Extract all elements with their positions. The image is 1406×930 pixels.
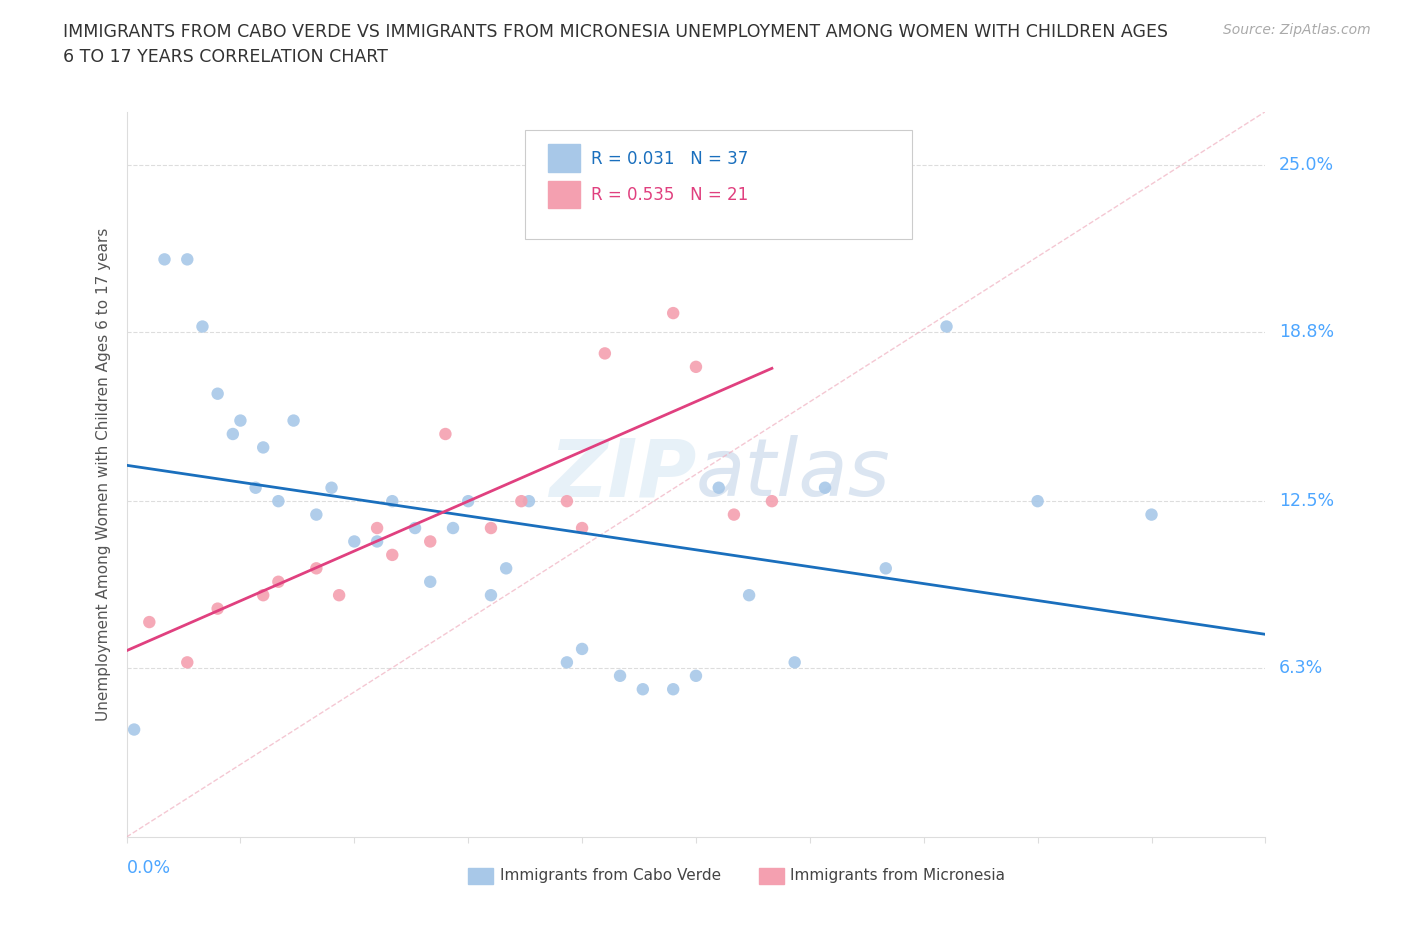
Point [479,521,502,536]
Text: Immigrants from Micronesia: Immigrants from Micronesia [790,868,1005,883]
Point [229,413,252,428]
Point [479,588,502,603]
Point [457,494,479,509]
Point [1026,494,1049,509]
Point [381,494,404,509]
Point [571,642,593,657]
Bar [548,144,579,172]
Point [935,319,957,334]
Point [305,561,328,576]
Point [517,494,540,509]
Point [555,655,578,670]
Point [207,601,229,616]
Point [283,413,305,428]
Text: atlas: atlas [696,435,891,513]
Point [814,480,837,495]
Point [138,615,160,630]
Point [419,534,441,549]
Bar [548,180,579,208]
Point [707,480,730,495]
Point [245,480,267,495]
Point [366,521,388,536]
Point [593,346,616,361]
Point [191,319,214,334]
Point [761,494,783,509]
Point [738,588,761,603]
Text: IMMIGRANTS FROM CABO VERDE VS IMMIGRANTS FROM MICRONESIA UNEMPLOYMENT AMONG WOME: IMMIGRANTS FROM CABO VERDE VS IMMIGRANTS… [63,23,1168,41]
Point [783,655,806,670]
Point [631,682,654,697]
Point [267,494,290,509]
Point [555,494,578,509]
Point [875,561,897,576]
Text: 25.0%: 25.0% [1279,156,1334,174]
Point [122,722,145,737]
Point [434,427,457,442]
FancyBboxPatch shape [526,130,912,239]
Point [252,588,274,603]
Point [631,185,654,200]
Point [510,494,533,509]
Point [419,575,441,590]
Text: 18.8%: 18.8% [1279,323,1334,341]
Text: Immigrants from Cabo Verde: Immigrants from Cabo Verde [501,868,721,883]
Point [343,534,366,549]
Point [404,521,426,536]
Point [381,548,404,563]
Point [176,655,198,670]
Text: R = 0.031   N = 37: R = 0.031 N = 37 [591,150,748,167]
Text: 0.0%: 0.0% [127,858,170,877]
Point [723,507,745,522]
Point [1140,507,1163,522]
Point [267,575,290,590]
Text: ZIP: ZIP [548,435,696,513]
Point [252,440,274,455]
Point [321,480,343,495]
Point [366,534,388,549]
Y-axis label: Unemployment Among Women with Children Ages 6 to 17 years: Unemployment Among Women with Children A… [96,228,111,721]
Point [685,669,707,684]
Point [328,588,350,603]
Point [495,561,517,576]
Text: R = 0.535   N = 21: R = 0.535 N = 21 [591,186,748,204]
Text: 6 TO 17 YEARS CORRELATION CHART: 6 TO 17 YEARS CORRELATION CHART [63,48,388,66]
Point [207,386,229,401]
Point [662,306,685,321]
Bar [759,869,783,884]
Point [305,507,328,522]
Point [685,359,707,374]
Text: Source: ZipAtlas.com: Source: ZipAtlas.com [1223,23,1371,37]
Point [571,521,593,536]
Bar [468,869,494,884]
Point [441,521,464,536]
Point [609,669,631,684]
Point [662,682,685,697]
Point [153,252,176,267]
Point [176,252,198,267]
Text: 6.3%: 6.3% [1279,658,1323,677]
Point [222,427,245,442]
Text: 12.5%: 12.5% [1279,492,1334,511]
